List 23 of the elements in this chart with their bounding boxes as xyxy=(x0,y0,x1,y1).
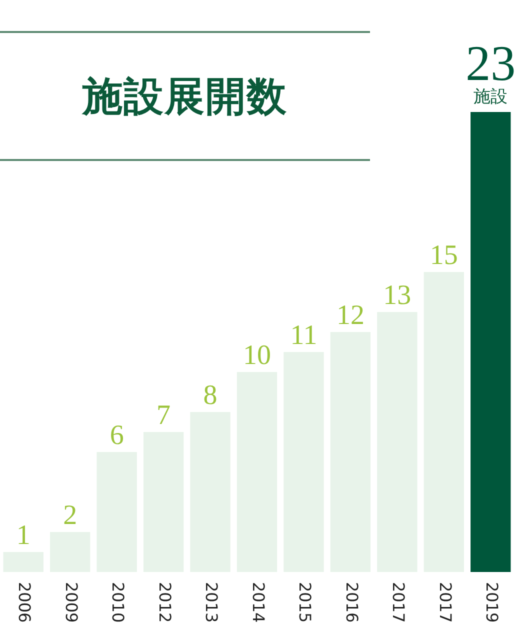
x-tick-label: 2012 xyxy=(155,582,174,623)
chart-title: 施設展開数 xyxy=(80,72,288,122)
data-label: 1 xyxy=(16,520,30,551)
data-label: 8 xyxy=(203,380,218,411)
data-label: 15 xyxy=(430,240,458,271)
x-tick-label: 2015 xyxy=(296,582,315,623)
x-tick-label: 2010 xyxy=(108,582,128,623)
x-tick-label: 2016 xyxy=(342,582,362,623)
x-tick-label: 2006 xyxy=(15,582,34,623)
data-label: 7 xyxy=(156,400,171,431)
x-tick-label: 2019 xyxy=(482,582,502,623)
x-tick-label: 2017 xyxy=(436,582,455,623)
data-label: 13 xyxy=(383,280,412,311)
bar xyxy=(470,112,511,572)
data-label: 6 xyxy=(110,420,124,451)
x-tick-label: 2013 xyxy=(202,582,222,623)
data-label: 10 xyxy=(243,340,271,371)
x-tick-label: 2014 xyxy=(248,582,268,623)
data-label: 12 xyxy=(336,300,364,331)
data-label: 11 xyxy=(290,320,318,351)
data-label: 2 xyxy=(63,500,78,531)
x-tick-label: 2009 xyxy=(62,582,81,623)
x-tick-label: 2017 xyxy=(389,582,408,623)
